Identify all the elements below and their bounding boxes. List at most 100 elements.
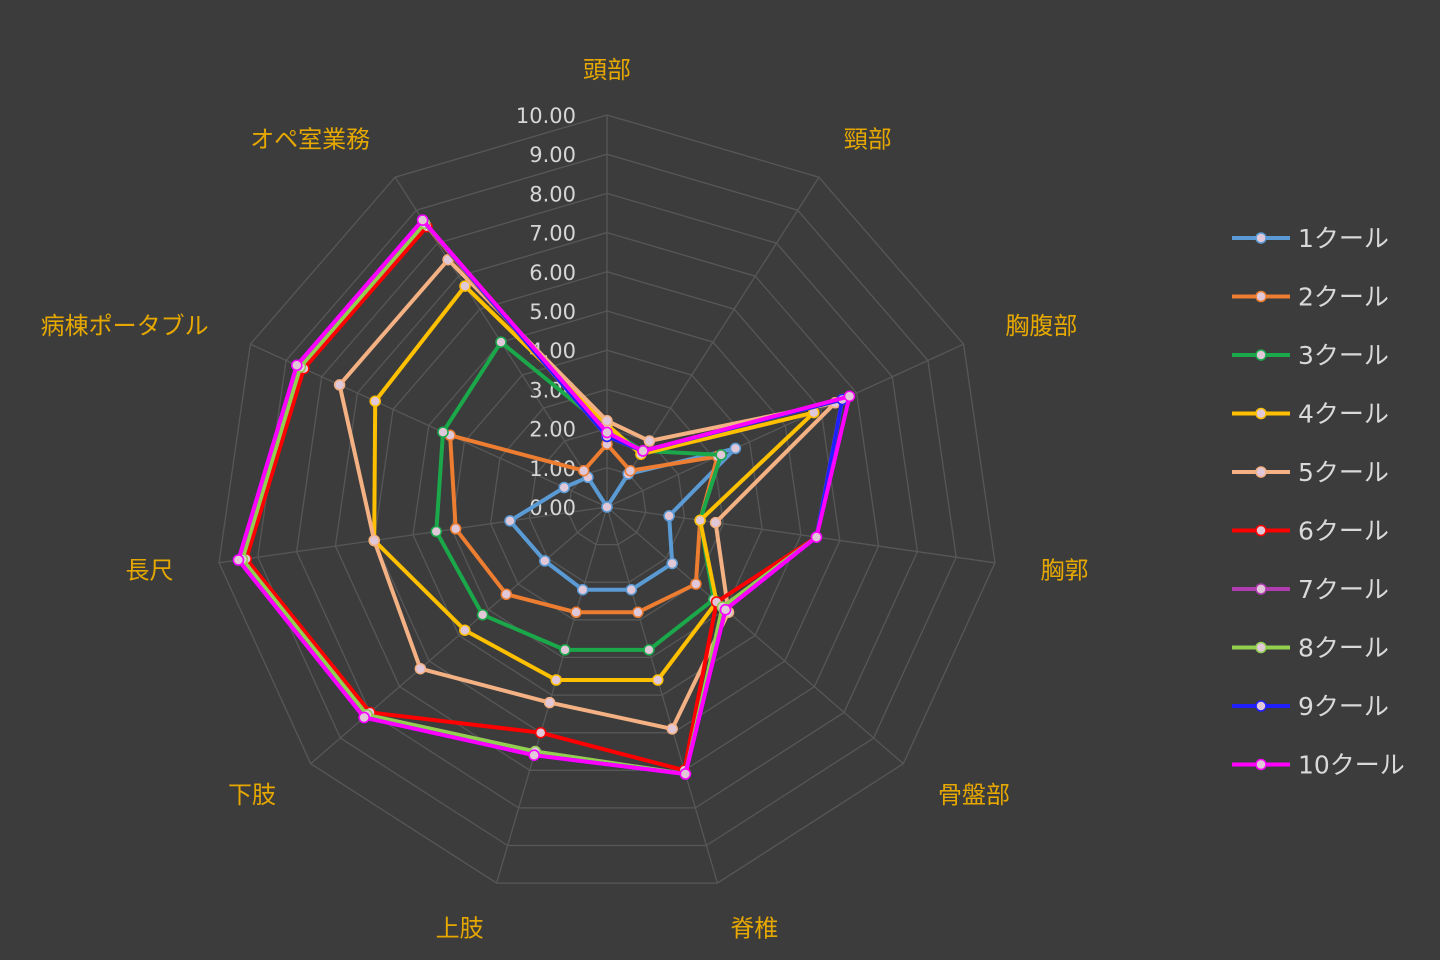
legend-label: 9クール (1298, 692, 1389, 721)
radar-grid (218, 114, 996, 884)
data-point (543, 696, 556, 709)
legend-marker (1255, 349, 1267, 361)
legend-label: 8クール (1298, 634, 1389, 663)
grid-spoke (218, 506, 608, 564)
data-point (550, 674, 562, 686)
data-point (624, 464, 637, 477)
legend-marker (1255, 700, 1267, 712)
series-line (337, 257, 838, 731)
data-point (232, 554, 245, 566)
legend: 1クール 2クール 3クール 4クール 5クール 6クール 7クール 8クール 9クール 10クー… (1232, 224, 1405, 780)
axis-label: 頸部 (844, 126, 892, 154)
data-point (601, 501, 613, 513)
legend-label: 4クール (1298, 400, 1389, 429)
legend-item: 7クール (1232, 575, 1389, 604)
data-point (414, 662, 427, 675)
data-point (459, 624, 471, 636)
data-point (601, 426, 613, 439)
legend-label: 6クール (1298, 517, 1389, 546)
legend-marker (1255, 641, 1267, 654)
legend-label: 3クール (1298, 341, 1389, 370)
grid-spoke (606, 343, 964, 508)
legend-label: 7クール (1298, 575, 1389, 604)
axis-label: 病棟ポータブル (41, 312, 209, 340)
legend-item: 3クール (1232, 341, 1389, 370)
data-point (625, 583, 638, 596)
data-point (666, 557, 678, 570)
series-5 (333, 253, 841, 735)
series-layer (232, 214, 856, 780)
data-point (358, 711, 370, 724)
data-point (459, 280, 471, 292)
series-2 (444, 429, 724, 619)
grid-spoke (606, 506, 904, 765)
legend-item: 10クール (1232, 751, 1405, 780)
grid-spoke (495, 506, 608, 884)
grid-ring (218, 114, 996, 884)
data-point (715, 449, 727, 461)
grid-ring (528, 427, 686, 583)
tick-label: 8.00 (529, 182, 576, 206)
data-point (679, 768, 692, 780)
data-point (666, 723, 678, 735)
axis-label: 上肢 (436, 914, 484, 942)
data-point (476, 609, 489, 621)
data-point (729, 442, 742, 455)
legend-item: 4クール (1232, 400, 1389, 429)
data-point (637, 445, 649, 457)
data-point (528, 749, 540, 761)
legend-item: 1クール (1232, 224, 1389, 253)
legend-marker (1255, 583, 1267, 595)
tick-label: 5.00 (529, 300, 576, 324)
axis-label: 骨盤部 (938, 781, 1010, 809)
data-point (709, 516, 722, 529)
tick-label: 2.00 (529, 418, 576, 442)
data-point (694, 514, 706, 527)
grid-ring (295, 192, 919, 809)
grid-spoke (250, 343, 608, 508)
data-point (504, 515, 516, 527)
data-point (416, 214, 429, 226)
legend-item: 2クール (1232, 283, 1389, 312)
legend-marker (1255, 232, 1267, 244)
axis-label: 胸郭 (1041, 556, 1089, 584)
data-point (843, 390, 856, 403)
data-point (539, 555, 551, 567)
series-10 (232, 214, 856, 780)
data-point (576, 583, 589, 596)
series-line (236, 218, 852, 776)
data-point (449, 523, 462, 535)
legend-label: 5クール (1298, 458, 1389, 487)
legend-item: 9クール (1232, 692, 1389, 721)
legend-label: 1クール (1298, 224, 1389, 253)
series-line (372, 284, 816, 682)
legend-marker (1255, 290, 1267, 303)
legend-marker (1255, 407, 1267, 420)
series-line (448, 433, 720, 615)
data-point (652, 674, 664, 686)
data-point (368, 534, 380, 547)
grid-ring (412, 310, 802, 696)
axis-label: 脊椎 (730, 914, 778, 942)
tick-label: 9.00 (529, 143, 576, 167)
axis-label: 頭部 (583, 56, 631, 84)
legend-label: 2クール (1298, 283, 1389, 312)
tick-label: 7.00 (529, 222, 576, 246)
data-point (663, 510, 675, 522)
radial-tick-labels: 0.001.002.003.004.005.006.007.008.009.00… (516, 104, 576, 520)
data-point (719, 603, 732, 616)
grid-spoke (606, 506, 719, 884)
data-point (333, 379, 346, 391)
axis-label: 胸腹部 (1005, 312, 1077, 340)
data-point (690, 578, 702, 590)
axis-label: オペ室業務 (250, 126, 370, 154)
data-point (437, 426, 449, 438)
grid-ring (334, 231, 880, 771)
grid-ring (567, 467, 647, 546)
legend-label: 10クール (1298, 751, 1405, 780)
data-point (558, 481, 570, 494)
tick-label: 10.00 (516, 104, 576, 128)
